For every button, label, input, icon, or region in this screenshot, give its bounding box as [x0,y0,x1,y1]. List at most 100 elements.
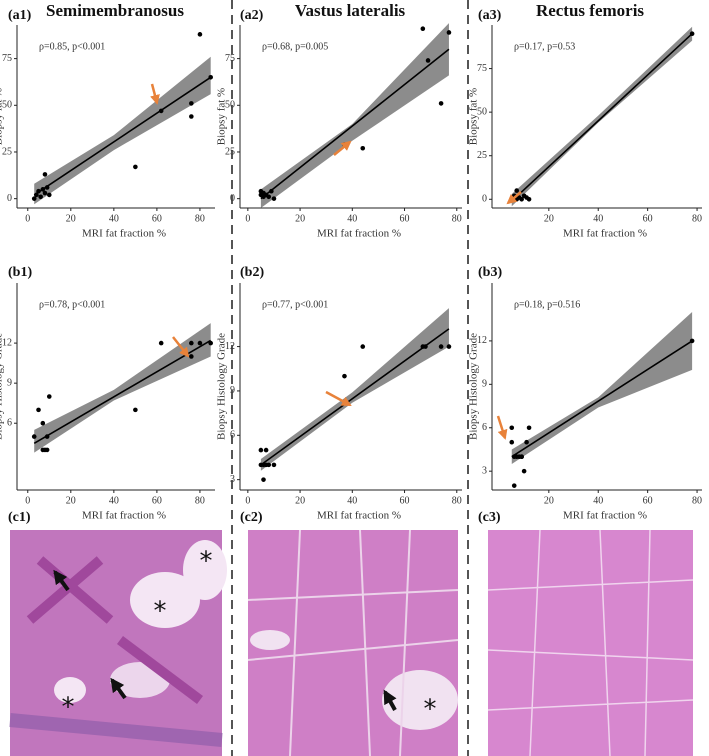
point [36,188,41,194]
x-tick-label: 40 [109,213,119,224]
x-tick-label: 20 [66,213,76,224]
y-tick-label: 9 [230,385,235,396]
point [197,32,203,37]
x-tick-label: 20 [544,495,554,506]
x-axis-label: MRI fat fraction % [563,228,647,240]
y-tick-label: 3 [230,474,235,485]
panel-label: (c1) [8,510,31,525]
x-tick-label: 40 [347,495,357,506]
point [420,26,426,32]
x-axis-label: MRI fat fraction % [563,510,647,522]
panel-label: (c2) [240,510,263,525]
point [524,439,529,445]
point [189,340,194,346]
point [521,468,527,474]
histology-c3 [487,529,694,756]
panel-label: (a3) [478,8,502,23]
point [31,196,37,201]
point [40,187,46,192]
point [271,462,277,468]
point [360,344,366,349]
x-tick-label: 80 [195,213,205,224]
x-tick-label: 20 [295,495,305,506]
column-title: Semimembranosus [46,1,184,20]
y-tick-label: 50 [225,100,235,111]
x-axis-label: MRI fat fraction % [82,510,166,522]
y-tick-label: 12 [2,337,12,348]
point [514,188,520,193]
x-tick-label: 0 [25,495,30,506]
y-tick-label: 75 [225,53,235,64]
x-axis-label: MRI fat fraction % [317,510,401,522]
histology-c2 [247,529,459,756]
point [266,462,272,468]
x-tick-label: 80 [452,213,462,224]
arrow [383,689,397,711]
arrow [110,677,127,700]
point [511,483,517,488]
annotation: ρ=0.17, p=0.53 [514,41,575,52]
panel-label: (a2) [240,8,264,23]
point [425,58,431,63]
point [133,407,138,413]
point [197,340,203,346]
point [519,454,524,460]
arrow [325,390,352,407]
y-tick-label: 6 [7,418,12,429]
panel-label: (b3) [478,265,502,280]
panel-label: (b1) [8,265,32,280]
y-tick-label: 0 [482,194,487,205]
annotation: ρ=0.77, p<0.001 [262,299,328,310]
point [438,101,444,106]
point [44,185,50,190]
y-tick-label: 0 [230,193,235,204]
point [158,108,164,114]
point [40,420,46,426]
point [271,196,277,201]
confidence-band [260,308,449,471]
confidence-band [34,56,211,205]
x-tick-label: 60 [643,213,653,224]
fit-line [33,339,212,444]
point [189,101,194,106]
point [509,439,515,445]
y-tick-label: 12 [225,341,235,352]
x-tick-label: 0 [245,213,250,224]
annotation: ρ=0.85, p<0.001 [39,41,105,52]
y-tick-label: 25 [2,146,12,157]
y-tick-label: 9 [482,379,487,390]
y-tick-label: 0 [7,193,12,204]
point [189,114,194,119]
point [46,394,52,399]
point [158,340,164,346]
y-axis-label: Biopsy fat % [468,88,480,145]
point [133,164,138,170]
y-tick-label: 6 [482,422,487,433]
y-axis-label: Biopsy Histology Grade [0,333,5,440]
x-tick-label: 40 [593,213,603,224]
y-tick-label: 25 [477,150,487,161]
point [263,447,269,453]
y-tick-label: 9 [7,377,12,388]
y-tick-label: 6 [230,430,235,441]
point [342,373,347,379]
x-tick-label: 60 [643,495,653,506]
x-tick-label: 60 [152,213,162,224]
fit-line [260,48,450,200]
arrow [150,83,160,105]
fit-line [511,33,693,202]
point [44,434,50,439]
y-tick-label: 50 [2,100,12,111]
x-tick-label: 40 [109,495,119,506]
point [46,192,52,198]
x-axis-label: MRI fat fraction % [317,228,401,240]
point [509,425,515,431]
arrow [333,140,352,156]
x-tick-label: 80 [195,495,205,506]
fit-line [260,328,450,466]
x-tick-label: 40 [593,495,603,506]
point [526,425,532,431]
arrow [53,569,70,592]
panel-label: (a1) [8,8,32,23]
point [31,434,37,439]
